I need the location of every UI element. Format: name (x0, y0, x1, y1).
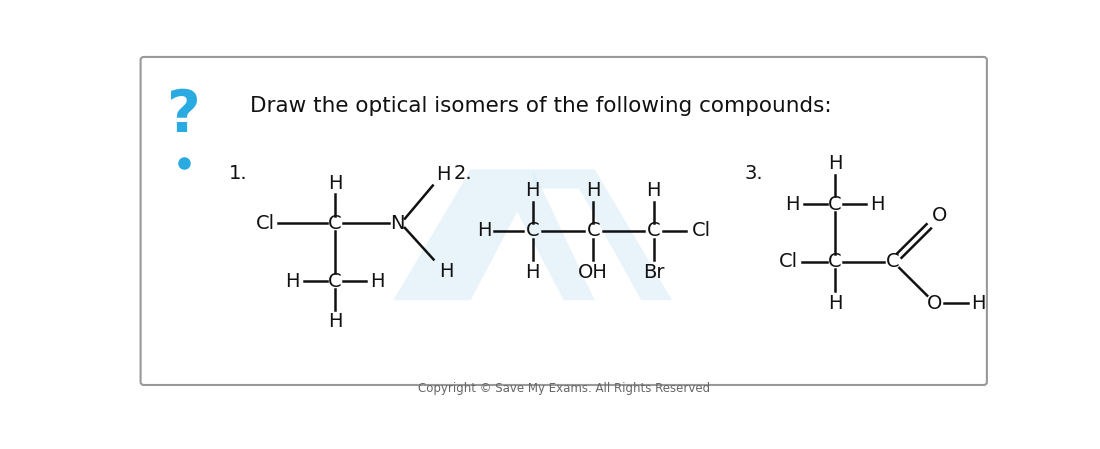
Text: OH: OH (579, 263, 608, 282)
Text: C: C (586, 221, 600, 241)
Text: H: H (439, 262, 453, 281)
Polygon shape (394, 169, 595, 300)
Text: H: H (371, 272, 385, 291)
Text: C: C (828, 252, 842, 271)
FancyBboxPatch shape (141, 57, 987, 385)
Text: C: C (887, 252, 900, 271)
Text: H: H (971, 294, 986, 313)
Text: C: C (328, 272, 342, 291)
Polygon shape (532, 169, 672, 300)
Text: C: C (828, 194, 842, 214)
Text: H: H (785, 194, 800, 214)
Text: H: H (437, 165, 451, 184)
Text: Cl: Cl (779, 252, 799, 271)
Text: O: O (932, 206, 947, 225)
Text: H: H (328, 312, 342, 330)
Text: 2.: 2. (453, 164, 472, 183)
Text: Cl: Cl (256, 214, 275, 233)
Text: H: H (586, 181, 601, 200)
Text: Br: Br (642, 263, 664, 282)
Text: C: C (647, 221, 660, 241)
Text: H: H (328, 174, 342, 193)
Text: Cl: Cl (692, 221, 712, 241)
Text: ?: ? (167, 87, 201, 144)
Text: O: O (927, 294, 943, 313)
Text: Draw the optical isomers of the following compounds:: Draw the optical isomers of the followin… (250, 96, 832, 116)
Text: H: H (477, 221, 492, 241)
Text: N: N (389, 214, 405, 233)
Text: H: H (526, 181, 540, 200)
Text: H: H (647, 181, 661, 200)
Text: 1.: 1. (229, 164, 248, 183)
Text: H: H (870, 194, 884, 214)
Text: C: C (328, 214, 342, 233)
Text: H: H (827, 294, 843, 313)
Text: H: H (526, 263, 540, 282)
Text: Copyright © Save My Exams. All Rights Reserved: Copyright © Save My Exams. All Rights Re… (418, 383, 710, 395)
Text: H: H (285, 272, 299, 291)
Text: 3.: 3. (745, 164, 763, 183)
Text: C: C (526, 221, 540, 241)
Text: H: H (827, 154, 843, 173)
